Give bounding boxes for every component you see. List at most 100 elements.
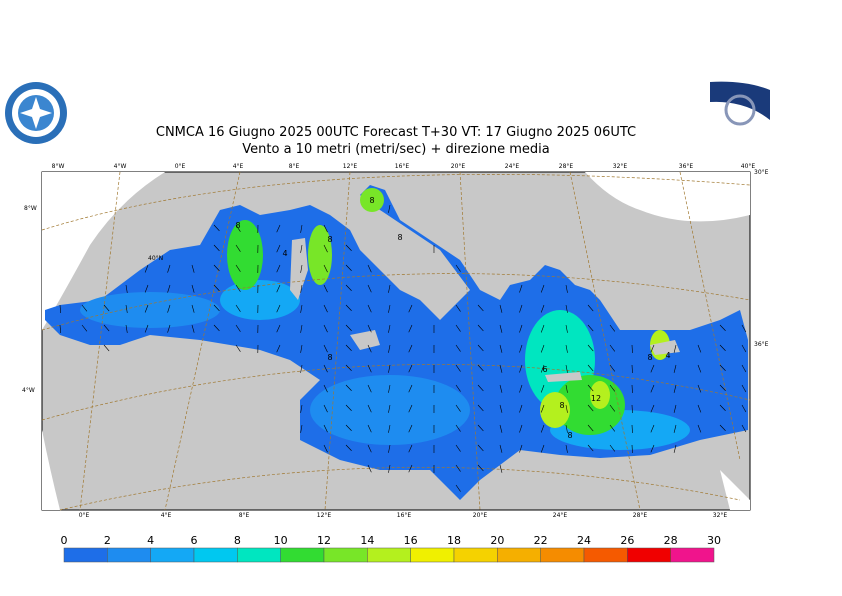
colorbar-tick: 12 <box>317 534 331 547</box>
graticule-label: 20°E <box>473 512 488 519</box>
colorbar-swatch <box>540 547 585 563</box>
wind-arrow <box>300 304 303 313</box>
wind-arrow <box>276 324 281 333</box>
wind-arrow <box>565 364 568 373</box>
wind-arrow <box>300 344 303 353</box>
wind-arrow <box>477 464 484 472</box>
contour-label: 8 <box>647 353 652 362</box>
wind-arrow <box>125 304 128 313</box>
colorbar-swatch <box>323 547 368 563</box>
contour-label: 8 <box>559 401 564 410</box>
wind-arrow <box>81 324 88 332</box>
wind-arrow <box>741 404 747 413</box>
wind-arrow <box>455 304 461 312</box>
wind-arrow <box>587 304 594 312</box>
wind-arrow <box>697 364 702 373</box>
wind-arrow <box>367 344 372 353</box>
graticule-label: 8°E <box>289 163 300 170</box>
wind-arrow <box>213 324 220 332</box>
wind-arrow <box>540 424 545 433</box>
graticule-label: 32°E <box>613 163 628 170</box>
wind-arrow <box>673 384 677 393</box>
wind-arrow <box>455 484 461 492</box>
wind-arrow <box>609 404 616 412</box>
wind-arrow <box>167 284 171 293</box>
wind-arrow <box>697 424 702 433</box>
wind-arrow <box>323 284 328 293</box>
wind-arrow <box>587 424 594 432</box>
wind-arrow <box>519 404 523 413</box>
wind-arrow <box>741 384 747 393</box>
wind-arrow <box>565 384 568 393</box>
graticule-label: 24°E <box>505 163 520 170</box>
wind-arrow <box>388 344 391 353</box>
wind-arrow <box>144 264 149 273</box>
colorbar-swatch <box>193 547 238 563</box>
wind-arrow <box>167 324 171 333</box>
wind-arrow <box>540 404 545 413</box>
colorbar-tick: 14 <box>360 534 374 547</box>
wind-arrow <box>235 224 241 232</box>
graticule-label: 36°E <box>679 163 694 170</box>
wind-arrow <box>345 304 352 311</box>
wind-arrow <box>673 424 677 433</box>
wind-arrow <box>609 364 616 372</box>
wind-arrow <box>345 384 352 391</box>
graticule-label: 28°E <box>633 512 648 519</box>
wind-arrow <box>388 324 391 333</box>
colorbar-swatch <box>237 547 281 563</box>
wind-arrow <box>367 464 372 473</box>
graticule-label: 8°E <box>239 512 250 519</box>
wind-arrow <box>388 284 391 293</box>
graticule-label: 30°E <box>754 169 769 176</box>
contour-label: 8 <box>567 431 572 440</box>
wind-arrow <box>300 244 303 253</box>
wind-arrow <box>408 364 413 373</box>
wind-arrow <box>519 364 523 373</box>
wind-arrow <box>741 344 747 353</box>
wind-arrow <box>276 304 281 313</box>
colorbar-swatch <box>583 547 628 563</box>
colorbar-swatch <box>367 547 411 563</box>
colorbar-swatch <box>670 547 715 563</box>
wind-arrow <box>587 364 594 372</box>
graticule-label: 4°W <box>114 163 127 170</box>
wind-arrow <box>300 364 303 373</box>
wind-arrow <box>300 224 303 233</box>
wind-arrow <box>125 284 128 293</box>
wind-arrow <box>388 384 391 393</box>
wind-arrow <box>540 384 545 393</box>
graticule-label: 12°E <box>317 512 332 519</box>
graticule-label: 12°E <box>343 163 358 170</box>
wind-arrow <box>388 424 391 433</box>
wind-arrow <box>519 324 523 333</box>
colorbar-swatch <box>280 547 325 563</box>
wind-arrow <box>650 444 655 453</box>
wind-arrow <box>673 404 677 413</box>
wind-arrow <box>300 284 303 293</box>
wind-arrow <box>388 364 391 373</box>
wind-arrow <box>540 304 545 313</box>
wind-arrow <box>103 304 110 312</box>
wind-arrow <box>719 424 726 431</box>
wind-arrow <box>565 424 568 433</box>
wind-arrow <box>300 424 303 433</box>
wind-arrow <box>499 364 503 373</box>
wind-arrow <box>388 444 391 453</box>
wind-arrow <box>540 344 545 353</box>
wind-arrow <box>697 404 702 413</box>
colorbar-tick: 0 <box>61 534 68 547</box>
wind-arrow <box>519 444 523 453</box>
wind-arrow <box>367 384 372 393</box>
colorbar-tick: 10 <box>274 534 288 547</box>
contour-label: 12 <box>591 394 601 403</box>
wind-arrow <box>388 204 391 213</box>
wind-arrow <box>276 344 281 353</box>
wind-arrow <box>565 284 568 293</box>
wind-arrow <box>408 404 413 413</box>
wind-arrow <box>235 344 241 352</box>
wind-arrow <box>519 424 523 433</box>
wind-arrow <box>477 444 484 452</box>
wind-arrow <box>650 344 655 353</box>
wind-arrow <box>345 424 352 431</box>
